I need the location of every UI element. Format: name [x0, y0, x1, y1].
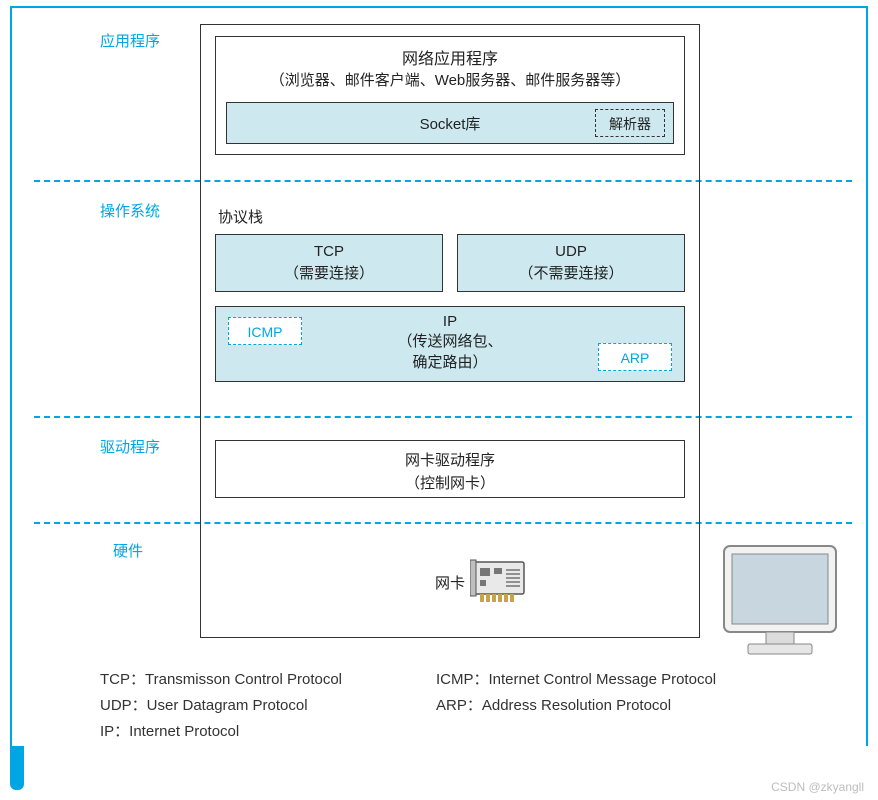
- app-subtitle: （浏览器、邮件客户端、Web服务器、邮件服务器等）: [216, 69, 684, 98]
- frame-tab: [10, 746, 24, 790]
- tcp-box: TCP （需要连接）: [215, 234, 443, 292]
- udp-note: （不需要连接）: [458, 260, 684, 283]
- protocol-stack-label: 协议栈: [218, 206, 263, 227]
- legend-tcp: TCP：Transmisson Control Protocol: [100, 668, 342, 689]
- nic-card-icon: [470, 556, 534, 606]
- layer-label-app: 应用程序: [100, 30, 160, 51]
- layer-label-os: 操作系统: [100, 200, 160, 221]
- driver-title: 网卡驱动程序: [216, 441, 684, 470]
- layer-label-driver: 驱动程序: [100, 436, 160, 457]
- nic-label: 网卡: [200, 572, 700, 593]
- socket-lib-box: Socket库 解析器: [226, 102, 674, 144]
- ip-box: IP （传送网络包、 确定路由） ICMP ARP: [215, 306, 685, 382]
- monitor-icon: [718, 540, 846, 660]
- icmp-chip: ICMP: [228, 317, 302, 345]
- tcp-note: （需要连接）: [216, 260, 442, 283]
- driver-box: 网卡驱动程序 （控制网卡）: [215, 440, 685, 498]
- app-box: 网络应用程序 （浏览器、邮件客户端、Web服务器、邮件服务器等） Socket库…: [215, 36, 685, 155]
- legend-ip: IP：Internet Protocol: [100, 720, 239, 741]
- watermark: CSDN @zkyangll: [771, 780, 864, 794]
- tcp-udp-row: TCP （需要连接） UDP （不需要连接）: [215, 234, 685, 292]
- legend-arp: ARP：Address Resolution Protocol: [436, 694, 671, 715]
- tcp-name: TCP: [216, 235, 442, 260]
- legend-icmp: ICMP：Internet Control Message Protocol: [436, 668, 716, 689]
- arp-chip: ARP: [598, 343, 672, 371]
- resolver-chip: 解析器: [595, 109, 665, 137]
- driver-note: （控制网卡）: [216, 470, 684, 493]
- layer-label-hw: 硬件: [113, 540, 143, 561]
- udp-box: UDP （不需要连接）: [457, 234, 685, 292]
- app-title: 网络应用程序: [216, 37, 684, 69]
- legend-udp: UDP：User Datagram Protocol: [100, 694, 308, 715]
- udp-name: UDP: [458, 235, 684, 260]
